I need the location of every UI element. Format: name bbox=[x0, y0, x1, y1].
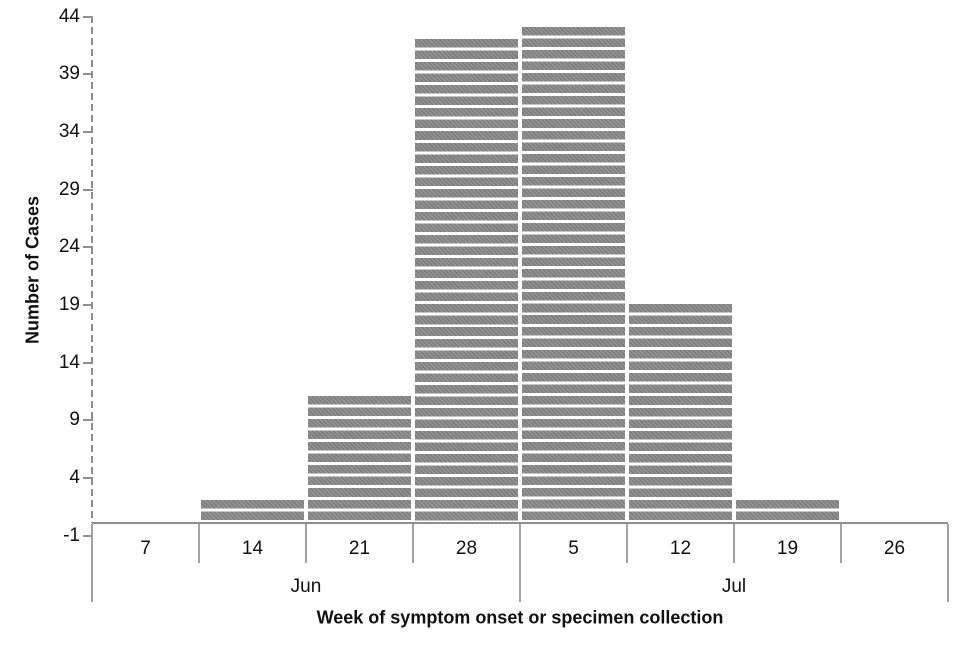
x-week-label: 7 bbox=[140, 538, 151, 559]
y-tick-mark bbox=[83, 534, 93, 537]
y-tick-mark bbox=[83, 361, 93, 364]
bar-jul-19 bbox=[736, 499, 839, 523]
y-tick-label: 44 bbox=[58, 5, 80, 27]
y-tick-mark bbox=[83, 419, 93, 422]
week-cell-separator bbox=[733, 524, 735, 563]
y-tick-mark bbox=[83, 15, 93, 18]
y-tick-label: 9 bbox=[69, 409, 80, 431]
month-divider bbox=[519, 524, 521, 602]
bar-jun-14 bbox=[201, 499, 304, 523]
y-tick-label: 24 bbox=[58, 236, 80, 258]
bar-jul-5 bbox=[522, 27, 625, 523]
x-month-label: Jun bbox=[290, 576, 322, 597]
x-week-label: 21 bbox=[348, 538, 371, 559]
y-tick-mark bbox=[83, 246, 93, 249]
bar-jun-28 bbox=[415, 38, 518, 523]
week-cell-separator bbox=[412, 524, 414, 563]
x-week-label: 19 bbox=[776, 538, 799, 559]
week-cell-separator bbox=[840, 524, 842, 563]
y-tick-mark bbox=[83, 303, 93, 306]
y-tick-label: 39 bbox=[58, 63, 80, 85]
y-tick-label: 19 bbox=[58, 293, 80, 315]
x-week-label: 28 bbox=[455, 538, 478, 559]
month-divider bbox=[91, 524, 93, 602]
x-axis-title: Week of symptom onset or specimen collec… bbox=[316, 607, 724, 628]
x-week-label: 12 bbox=[669, 538, 692, 559]
bar-jul-12 bbox=[629, 303, 732, 523]
y-tick-label: 4 bbox=[69, 466, 80, 488]
y-axis-line bbox=[91, 15, 93, 523]
bar-jun-21 bbox=[308, 396, 411, 523]
y-tick-mark bbox=[83, 188, 93, 191]
week-cell-separator bbox=[626, 524, 628, 563]
y-tick-label: -1 bbox=[63, 524, 80, 546]
x-month-label: Jul bbox=[721, 576, 747, 597]
x-axis-baseline bbox=[92, 522, 948, 524]
x-week-label: 26 bbox=[883, 538, 906, 559]
week-cell-separator bbox=[198, 524, 200, 563]
x-week-label: 14 bbox=[241, 538, 264, 559]
y-tick-mark bbox=[83, 73, 93, 76]
x-week-label: 5 bbox=[568, 538, 579, 559]
y-tick-label: 29 bbox=[58, 178, 80, 200]
y-tick-label: 14 bbox=[58, 351, 80, 373]
week-cell-separator bbox=[305, 524, 307, 563]
y-tick-mark bbox=[83, 476, 93, 479]
y-axis-title: Number of Cases bbox=[22, 195, 43, 345]
y-tick-label: 34 bbox=[58, 120, 80, 142]
y-tick-mark bbox=[83, 130, 93, 133]
month-divider bbox=[947, 524, 949, 602]
